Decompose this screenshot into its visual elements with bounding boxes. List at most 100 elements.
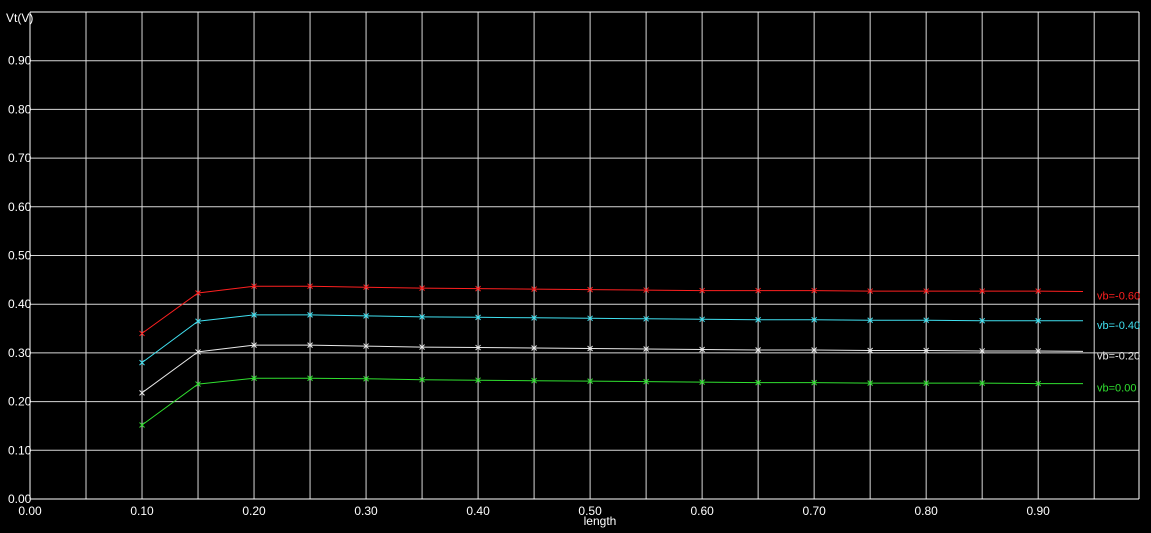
data-point-marker	[251, 283, 257, 290]
data-point-marker	[1035, 380, 1042, 387]
data-point-marker	[811, 316, 817, 323]
y-tick-label: 0.60	[8, 200, 32, 214]
y-axis-label: Vt(V)	[6, 11, 33, 25]
series-group	[139, 283, 1084, 428]
data-point-marker	[923, 347, 930, 354]
data-point-marker	[1035, 348, 1042, 354]
data-point-marker	[195, 349, 201, 355]
data-point-marker	[587, 378, 593, 384]
data-point-marker	[1035, 317, 1042, 324]
data-point-marker	[195, 381, 201, 387]
data-point-marker	[307, 375, 313, 382]
data-point-marker	[139, 359, 145, 366]
y-tick-label: 0.30	[8, 346, 32, 360]
x-tick-label: 0.00	[18, 504, 42, 518]
data-point-marker	[643, 346, 649, 352]
data-point-marker	[307, 283, 313, 290]
data-point-marker	[643, 378, 649, 385]
data-point-marker	[251, 312, 257, 318]
data-point-marker	[979, 288, 986, 294]
data-point-marker	[867, 317, 874, 324]
x-tick-label: 0.70	[802, 504, 826, 518]
data-point-marker	[643, 287, 649, 293]
data-point-marker	[811, 287, 817, 294]
x-tick-label: 0.10	[130, 504, 154, 518]
data-point-marker	[139, 330, 145, 337]
x-tick-label: 0.60	[690, 504, 714, 518]
series-vb=-0.40	[139, 312, 1083, 366]
data-point-marker	[587, 345, 593, 352]
data-point-marker	[531, 345, 537, 351]
x-tick-label: 0.90	[1027, 504, 1051, 518]
data-point-marker	[307, 342, 313, 348]
data-point-marker	[811, 379, 817, 386]
series-line	[141, 314, 1083, 364]
data-point-marker	[979, 380, 986, 386]
y-tick-label: 0.70	[8, 151, 32, 165]
series-vb=-0.20	[139, 342, 1084, 396]
data-point-marker	[867, 380, 874, 386]
data-point-marker	[363, 375, 369, 382]
legend-entry: vb=-0.20	[1097, 350, 1140, 362]
data-point-marker	[699, 346, 705, 353]
data-point-marker	[475, 314, 481, 321]
data-point-marker	[867, 347, 874, 354]
data-point-marker	[979, 317, 986, 324]
y-tick-label: 0.10	[8, 443, 32, 457]
data-point-marker	[755, 316, 761, 323]
data-point-marker	[531, 377, 537, 384]
data-point-marker	[923, 380, 930, 386]
data-point-marker	[587, 286, 593, 293]
data-point-marker	[699, 316, 705, 323]
data-point-marker	[475, 377, 481, 384]
data-point-marker	[419, 376, 425, 383]
legend-entry: vb=-0.40	[1097, 320, 1140, 332]
data-point-marker	[699, 287, 705, 294]
data-point-marker	[195, 290, 201, 296]
data-point-marker	[195, 318, 201, 325]
data-point-marker	[699, 379, 705, 385]
data-point-marker	[867, 288, 874, 294]
plot-frame	[29, 11, 1140, 500]
data-point-marker	[531, 286, 537, 292]
data-point-marker	[419, 314, 425, 320]
data-point-marker	[363, 343, 369, 349]
legend-entry: vb=0.00	[1097, 383, 1136, 395]
data-point-marker	[811, 347, 817, 353]
data-point-marker	[475, 344, 481, 351]
data-point-marker	[475, 285, 481, 292]
data-point-marker	[1035, 288, 1042, 294]
data-point-marker	[643, 315, 649, 322]
data-point-marker	[419, 285, 425, 291]
data-point-marker	[755, 379, 761, 386]
data-point-marker	[363, 284, 369, 291]
data-point-marker	[419, 344, 425, 350]
data-point-marker	[587, 315, 593, 322]
series-line	[141, 377, 1083, 426]
y-tick-label: 0.20	[8, 395, 32, 409]
data-point-marker	[251, 375, 257, 382]
data-point-marker	[139, 389, 145, 396]
x-tick-label: 0.20	[242, 504, 266, 518]
x-tick-label: 0.40	[466, 504, 490, 518]
series-vb=-0.60	[139, 283, 1084, 337]
data-point-marker	[363, 313, 369, 319]
legend: vb=-0.60 vb=-0.40 vb=-0.20 vb=0.00	[1097, 291, 1140, 395]
y-tick-label: 0.50	[8, 249, 32, 263]
data-point-marker	[755, 287, 761, 294]
x-tick-label: 0.80	[914, 504, 938, 518]
y-tick-label: 0.80	[8, 102, 32, 116]
legend-entry: vb=-0.60	[1097, 291, 1140, 303]
data-point-marker	[251, 342, 257, 348]
y-tick-label: 0.40	[8, 297, 32, 311]
x-axis-label: length	[584, 514, 617, 528]
data-point-marker	[139, 422, 145, 428]
x-tick-label: 0.50	[578, 504, 602, 518]
y-tick-label: 0.00	[8, 492, 32, 506]
data-point-marker	[531, 314, 537, 321]
series-vb=0.00	[139, 375, 1083, 428]
data-point-marker	[307, 312, 313, 318]
